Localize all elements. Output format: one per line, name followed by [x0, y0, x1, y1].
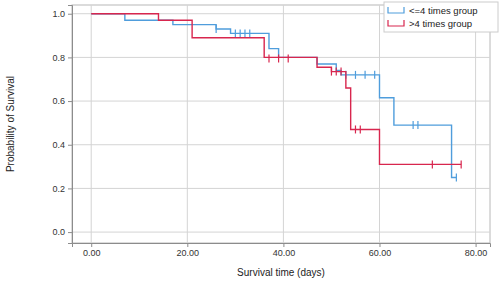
- legend-symbol: [388, 7, 404, 13]
- censor-mark: [417, 121, 418, 129]
- tick: 40.00: [273, 243, 296, 258]
- y-axis-title: Probability of Survival: [5, 76, 16, 172]
- censor-mark: [249, 29, 250, 37]
- tick-mark: [68, 101, 72, 102]
- censor-mark: [355, 71, 356, 79]
- tick-label: 20.00: [177, 248, 200, 258]
- plot-frame: [72, 5, 490, 243]
- censor-mark: [336, 68, 337, 76]
- tick: 0.00: [83, 243, 101, 258]
- censor-mark: [364, 71, 365, 79]
- censor-mark: [413, 121, 414, 129]
- grid: [72, 5, 490, 243]
- tick-label: 0.00: [83, 248, 101, 258]
- tick-mark: [68, 232, 72, 233]
- tick-mark: [68, 145, 72, 146]
- grid-line: [72, 101, 490, 102]
- censor-mark: [456, 173, 457, 181]
- grid-line: [187, 5, 188, 243]
- tick-mark: [187, 243, 188, 247]
- tick: 1.0: [52, 9, 72, 19]
- censor-mark: [331, 68, 332, 76]
- axis-line: [73, 244, 491, 248]
- tick-mark: [91, 243, 92, 247]
- grid-line: [91, 5, 92, 243]
- survival-line: [91, 14, 456, 178]
- tick: 0.8: [52, 53, 72, 63]
- axis-line: [68, 6, 73, 244]
- tick-label: 0.8: [52, 53, 65, 63]
- grid-line: [475, 5, 476, 243]
- tick-label: 80.00: [465, 248, 488, 258]
- tick: 20.00: [177, 243, 200, 258]
- tick-mark: [283, 243, 284, 247]
- tick-label: 1.0: [52, 9, 65, 19]
- tick-mark: [68, 188, 72, 189]
- legend-box: [384, 2, 498, 32]
- tick-label: 0.2: [52, 184, 65, 194]
- tick: 0.4: [52, 140, 72, 150]
- grid-line: [72, 188, 490, 189]
- tick: 80.00: [465, 243, 488, 258]
- survival-line: [91, 14, 461, 165]
- grid-line: [72, 232, 490, 233]
- tick-mark: [379, 243, 380, 247]
- tick-mark: [68, 57, 72, 58]
- tick: 60.00: [369, 243, 392, 258]
- grid-line: [379, 5, 380, 243]
- legend-symbol: [388, 20, 404, 26]
- censor-mark: [268, 54, 269, 62]
- plot: 0.00 20.00 40.00 60.00 80.00 0.0 0.2 0.4 0.6 0.8 1…: [52, 5, 490, 258]
- data-layer: [91, 14, 461, 182]
- tick-mark: [476, 243, 477, 247]
- censor-mark: [340, 68, 341, 76]
- x-axis: 0.00 20.00 40.00 60.00 80.00: [73, 243, 491, 258]
- tick-label: 40.00: [273, 248, 296, 258]
- censor-mark: [216, 25, 217, 33]
- tick-mark: [68, 14, 72, 15]
- legend: <=4 times group >4 times group: [384, 2, 498, 32]
- censor-mark: [360, 125, 361, 133]
- censor-mark: [432, 160, 433, 168]
- censor-mark: [244, 29, 245, 37]
- grid-line: [283, 5, 284, 243]
- censor-mark: [461, 160, 462, 168]
- censor-mark: [278, 54, 279, 62]
- censor-mark: [240, 29, 241, 37]
- censor-mark: [235, 29, 236, 37]
- tick: 0.0: [52, 227, 72, 237]
- grid-line: [72, 144, 490, 145]
- censor-mark: [355, 125, 356, 133]
- censor-mark: [374, 71, 375, 79]
- x-axis-title: Survival time (days): [237, 267, 325, 278]
- y-axis: 0.0 0.2 0.4 0.6 0.8 1.0: [52, 6, 72, 244]
- tick-label: 0.0: [52, 227, 65, 237]
- legend-label: >4 times group: [409, 18, 472, 29]
- legend-label: <=4 times group: [409, 5, 478, 16]
- tick: 0.2: [52, 184, 72, 194]
- censor-mark: [288, 54, 289, 62]
- tick: 0.6: [52, 96, 72, 106]
- tick-label: 0.4: [52, 140, 65, 150]
- tick-label: 60.00: [369, 248, 392, 258]
- tick-label: 0.6: [52, 96, 65, 106]
